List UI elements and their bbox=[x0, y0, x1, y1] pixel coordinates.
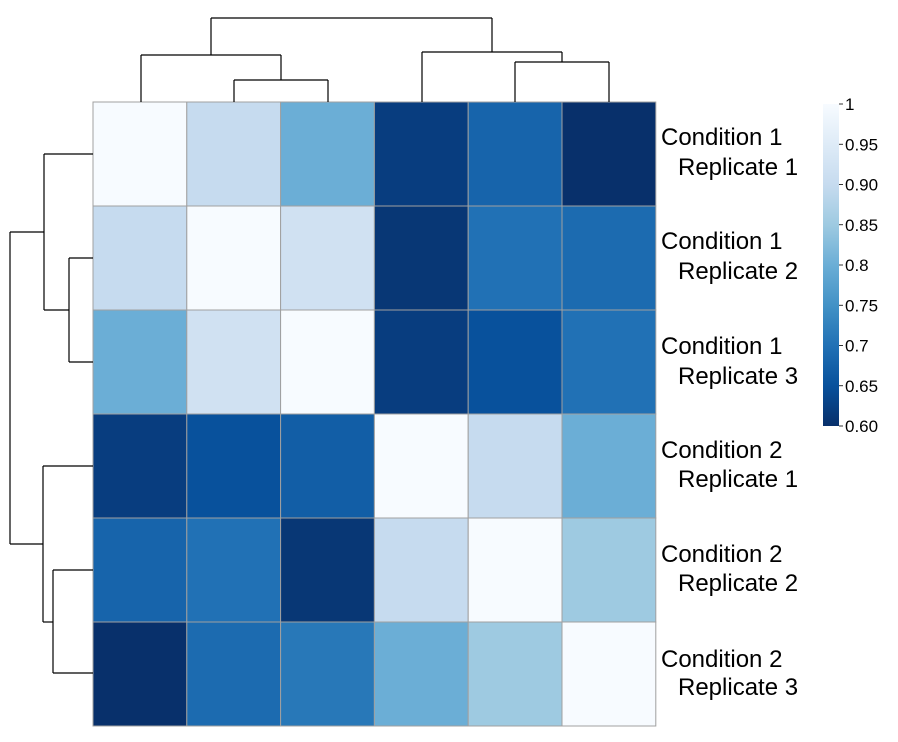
heatmap-cell bbox=[373, 517, 469, 623]
colorbar-tick-label: 1 bbox=[845, 95, 854, 114]
heatmap-cell bbox=[467, 101, 563, 207]
colorbar-tick-label: 0.85 bbox=[845, 216, 878, 235]
heatmap-cell bbox=[280, 517, 375, 623]
heatmap-cell bbox=[280, 205, 375, 311]
colorbar-tick-label: 0.8 bbox=[845, 256, 869, 275]
heatmap-cells bbox=[92, 101, 657, 727]
heatmap-cell bbox=[92, 413, 188, 519]
heatmap-cell bbox=[186, 205, 282, 311]
colorbar-tick-label: 0.7 bbox=[845, 337, 869, 356]
heatmap-cell bbox=[92, 205, 188, 311]
row-label-replicate-3: Replicate 3 bbox=[678, 363, 798, 390]
heatmap-cell bbox=[467, 413, 563, 519]
heatmap-cell bbox=[373, 205, 469, 311]
heatmap-cell bbox=[467, 309, 563, 415]
heatmap-cell bbox=[467, 205, 563, 311]
row-label-condition-2: Condition 2 bbox=[661, 437, 782, 464]
row-labels: Condition 1 Replicate 1 Condition 1 Repl… bbox=[661, 124, 798, 701]
row-label-condition-1: Condition 1 bbox=[661, 333, 782, 360]
colorbar-tick-label: 0.90 bbox=[845, 176, 878, 195]
heatmap-cell bbox=[280, 413, 375, 519]
colorbar-ticks: 1 0.95 0.90 0.85 0.8 0.75 0.7 0.65 0.60 bbox=[839, 95, 878, 436]
row-label-replicate-1: Replicate 1 bbox=[678, 154, 798, 181]
colorbar-tick-label: 0.60 bbox=[845, 417, 878, 436]
colorbar bbox=[823, 104, 839, 426]
heatmap-cell bbox=[186, 413, 282, 519]
column-dendrogram bbox=[140, 17, 610, 102]
heatmap-cell bbox=[186, 621, 282, 727]
row-label-condition-1: Condition 1 bbox=[661, 228, 782, 255]
heatmap-cell bbox=[373, 309, 469, 415]
heatmap-cell bbox=[280, 621, 375, 727]
heatmap-cell bbox=[561, 517, 657, 623]
colorbar-legend: 1 0.95 0.90 0.85 0.8 0.75 0.7 0.65 0.60 bbox=[823, 95, 878, 436]
heatmap-cell bbox=[561, 309, 657, 415]
heatmap-cell bbox=[467, 621, 563, 727]
heatmap-cell bbox=[373, 413, 469, 519]
heatmap-cell bbox=[373, 101, 469, 207]
row-label-replicate-3: Replicate 3 bbox=[678, 674, 798, 701]
heatmap-cell bbox=[561, 101, 657, 207]
row-label-replicate-2: Replicate 2 bbox=[678, 258, 798, 285]
heatmap-cell bbox=[186, 309, 282, 415]
row-dendrogram bbox=[9, 153, 93, 674]
heatmap-cell bbox=[561, 205, 657, 311]
heatmap-cell bbox=[561, 621, 657, 727]
heatmap-cell bbox=[467, 517, 563, 623]
row-label-replicate-1: Replicate 1 bbox=[678, 466, 798, 493]
colorbar-tick-label: 0.75 bbox=[845, 296, 878, 315]
row-label-condition-1: Condition 1 bbox=[661, 124, 782, 151]
heatmap-cell bbox=[92, 309, 188, 415]
colorbar-tick-label: 0.95 bbox=[845, 135, 878, 154]
heatmap-cell bbox=[561, 413, 657, 519]
heatmap-cell bbox=[92, 517, 188, 623]
row-label-replicate-2: Replicate 2 bbox=[678, 570, 798, 597]
heatmap-cell bbox=[373, 621, 469, 727]
heatmap-cell bbox=[92, 621, 188, 727]
heatmap-cell bbox=[92, 101, 188, 207]
heatmap-cell bbox=[186, 101, 282, 207]
heatmap-cell bbox=[186, 517, 282, 623]
heatmap-cell bbox=[280, 309, 375, 415]
colorbar-tick-label: 0.65 bbox=[845, 377, 878, 396]
row-label-condition-2: Condition 2 bbox=[661, 541, 782, 568]
heatmap-cell bbox=[280, 101, 375, 207]
row-label-condition-2: Condition 2 bbox=[661, 646, 782, 673]
